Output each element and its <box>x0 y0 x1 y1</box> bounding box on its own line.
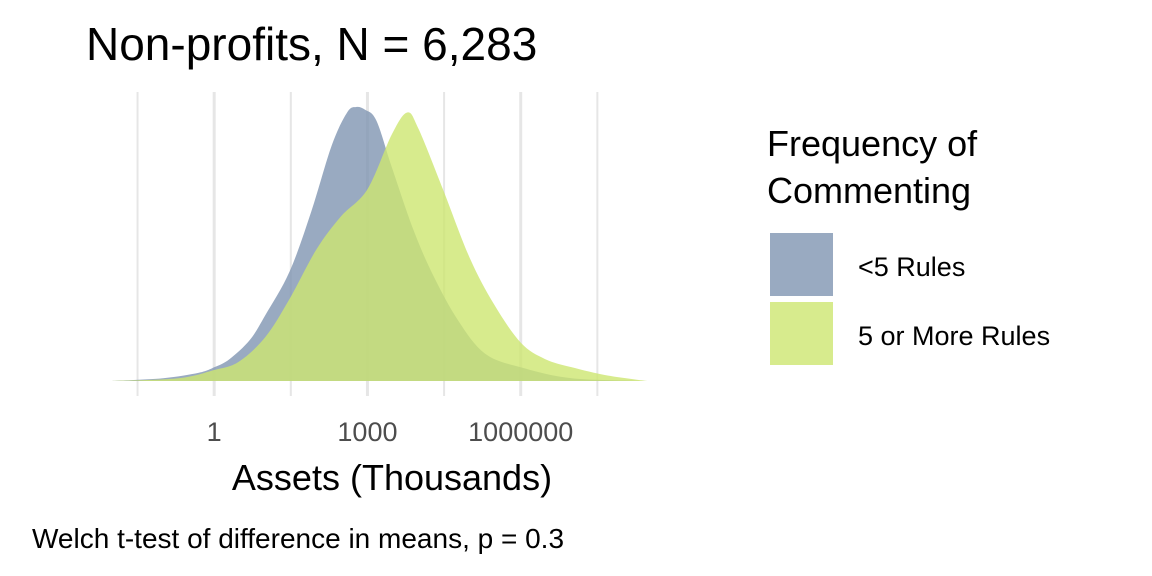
caption: Welch t-test of difference in means, p =… <box>32 523 564 554</box>
chart-title: Non-profits, N = 6,283 <box>86 18 537 70</box>
legend-swatch-2 <box>770 302 833 365</box>
legend-title-line-2: Commenting <box>767 170 971 211</box>
density-areas <box>112 106 648 381</box>
x-axis-title: Assets (Thousands) <box>232 457 552 498</box>
legend-title-line-1: Frequency of <box>767 123 978 164</box>
x-tick-label: 1000 <box>337 417 397 447</box>
legend-label-1: <5 Rules <box>858 252 965 282</box>
density-area-2 <box>112 112 648 381</box>
legend-swatch-1 <box>770 233 833 296</box>
x-tick-label: 1000000 <box>468 417 573 447</box>
legend-label-2: 5 or More Rules <box>858 321 1050 351</box>
legend: Frequency of Commenting <5 Rules 5 or Mor… <box>767 123 1050 365</box>
x-tick-label: 1 <box>207 417 222 447</box>
x-tick-labels: 1 1000 1000000 <box>207 417 574 447</box>
